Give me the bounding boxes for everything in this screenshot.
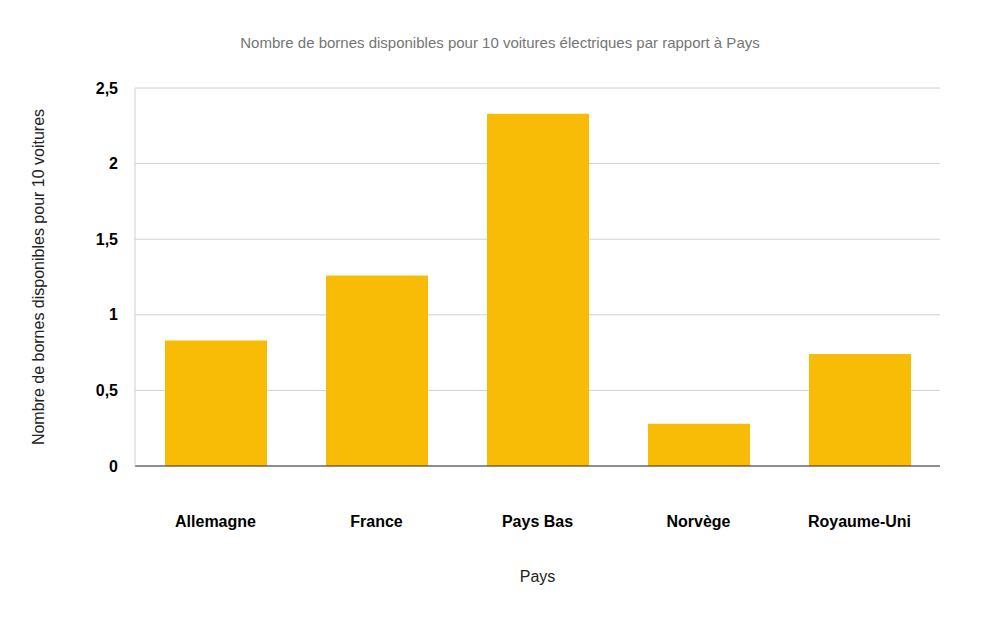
svg-text:2,5: 2,5 — [96, 80, 118, 97]
svg-text:2: 2 — [109, 155, 118, 172]
svg-text:1,5: 1,5 — [96, 231, 118, 248]
svg-text:Pays Bas: Pays Bas — [502, 513, 573, 530]
svg-text:Norvège: Norvège — [666, 513, 730, 530]
svg-text:France: France — [350, 513, 403, 530]
svg-text:1: 1 — [109, 306, 118, 323]
svg-text:0: 0 — [109, 458, 118, 475]
svg-text:Nombre de bornes disponibles p: Nombre de bornes disponibles pour 10 voi… — [30, 109, 47, 445]
html-text:Nombre de bornes disponibles p: Nombre de bornes disponibles pour 10 voi… — [240, 34, 760, 51]
svg-text:0,5: 0,5 — [96, 382, 118, 399]
svg-text:Pays: Pays — [520, 568, 556, 585]
svg-text:Royaume-Uni: Royaume-Uni — [808, 513, 911, 530]
svg-text:Allemagne: Allemagne — [175, 513, 256, 530]
